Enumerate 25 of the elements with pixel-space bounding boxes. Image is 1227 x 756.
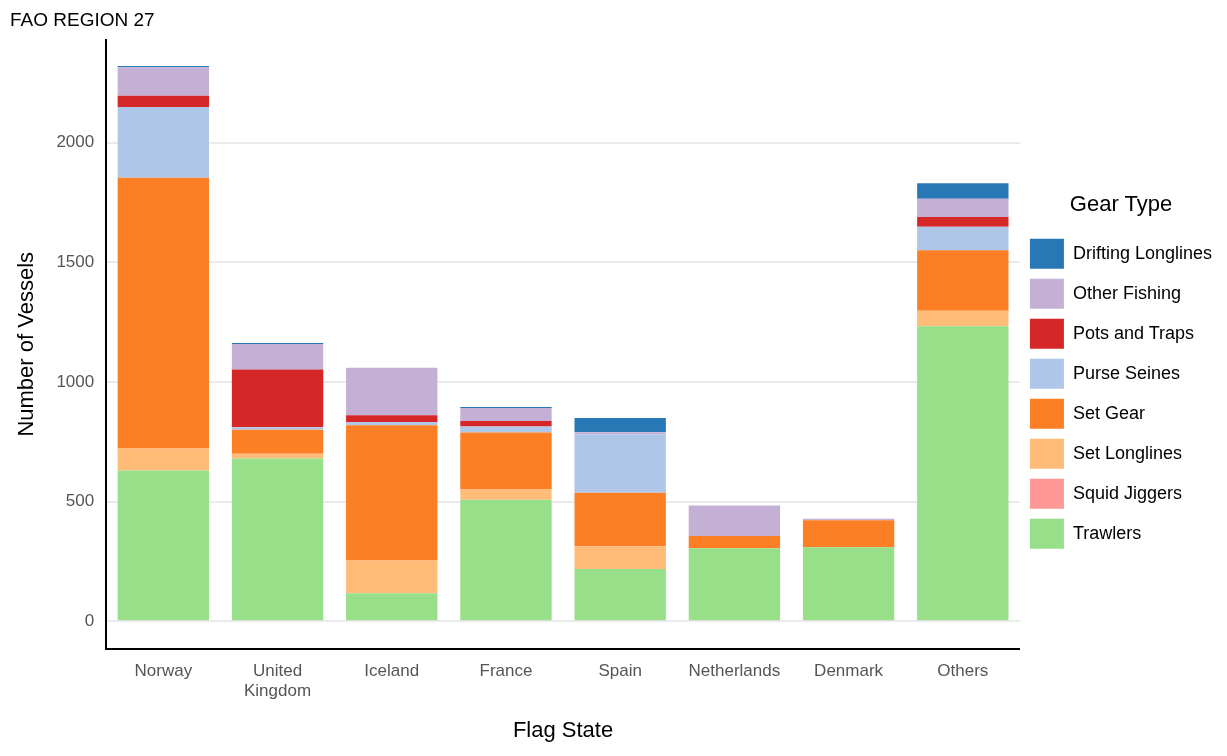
legend-label: Squid Jiggers xyxy=(1072,482,1182,503)
x-tick-label: France xyxy=(479,660,533,680)
y-tick-label: 0 xyxy=(84,610,95,630)
x-tick-label: Norway xyxy=(134,660,193,680)
x-tick-label: Denmark xyxy=(814,660,884,680)
legend-label: Set Longlines xyxy=(1072,442,1183,463)
x-tick-label: Spain xyxy=(598,660,642,680)
legend-label: Purse Seines xyxy=(1072,362,1180,383)
x-tick-label: United Kingdom xyxy=(243,660,312,701)
legend-label: Trawlers xyxy=(1072,522,1142,543)
legend-label: Drifting Longlines xyxy=(1072,242,1212,263)
legend-label: Other Fishing xyxy=(1072,282,1181,303)
x-tick-label: Netherlands xyxy=(688,660,781,680)
x-tick-label: Others xyxy=(937,660,989,680)
y-tick-label: 500 xyxy=(65,491,95,511)
chart-title: FAO REGION 27 xyxy=(10,8,155,30)
y-tick-label: 2000 xyxy=(56,132,95,152)
legend-title: Gear Type xyxy=(1069,191,1173,217)
y-tick-label: 1500 xyxy=(56,252,95,272)
legend-label: Set Gear xyxy=(1072,402,1145,423)
x-axis-title: Flag State xyxy=(512,716,614,742)
y-tick-label: 1000 xyxy=(56,371,95,391)
y-axis-title: Number of Vessels xyxy=(13,251,39,437)
legend-label: Pots and Traps xyxy=(1072,322,1194,343)
x-tick-label: Iceland xyxy=(364,660,420,680)
